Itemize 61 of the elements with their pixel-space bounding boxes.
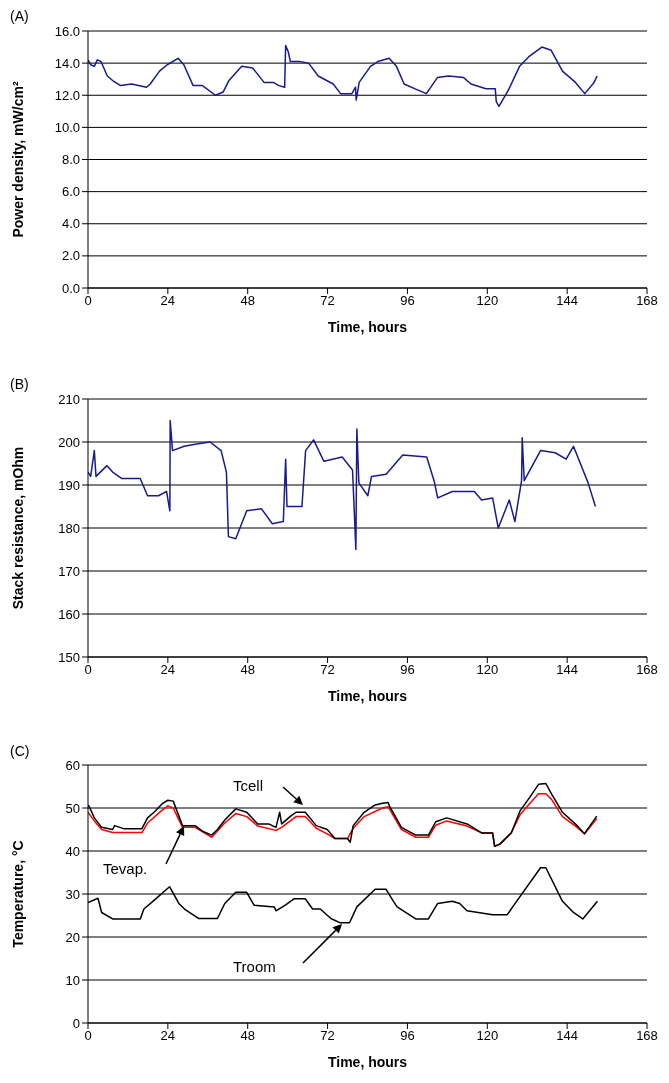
y-tick-label: 150 bbox=[58, 649, 80, 665]
x-tick-label: 24 bbox=[160, 1028, 176, 1044]
y-tick-label: 210 bbox=[58, 391, 80, 407]
y-tick-label: 200 bbox=[58, 434, 80, 450]
x-tick-label: 48 bbox=[240, 1028, 255, 1044]
y-axis-title: Stack resistance, mOhm bbox=[9, 446, 26, 610]
x-tick-label: 24 bbox=[160, 293, 176, 309]
x-tick-label: 168 bbox=[636, 293, 658, 309]
x-tick-label: 96 bbox=[400, 662, 415, 678]
chart-title: (B) bbox=[10, 376, 29, 392]
x-tick-label: 72 bbox=[320, 1028, 335, 1044]
y-tick-label: 160 bbox=[58, 606, 80, 622]
x-tick-label: 0 bbox=[84, 1028, 92, 1044]
x-axis-title: Time, hours bbox=[327, 688, 408, 704]
y-tick-label: 4.0 bbox=[61, 216, 80, 232]
y-tick-label: 14.0 bbox=[54, 55, 80, 71]
y-tick-label: 20 bbox=[65, 929, 80, 945]
x-tick-label: 48 bbox=[240, 662, 255, 678]
text: Troom bbox=[233, 957, 276, 975]
y-tick-label: 10 bbox=[65, 972, 80, 988]
x-tick-label: 144 bbox=[556, 662, 578, 678]
y-axis-title: Power density, mW/cm² bbox=[9, 81, 26, 238]
y-tick-label: 50 bbox=[65, 800, 80, 816]
x-tick-label: 144 bbox=[556, 1028, 578, 1044]
x-tick-label: 144 bbox=[556, 293, 578, 309]
x-axis-title: Time, hours bbox=[327, 1054, 408, 1070]
x-tick-label: 168 bbox=[636, 1028, 658, 1044]
x-tick-label: 72 bbox=[320, 293, 335, 309]
line-series bbox=[88, 44, 598, 108]
x-tick-label: 120 bbox=[476, 293, 499, 309]
y-tick-label: 40 bbox=[65, 843, 80, 859]
y-tick-label: 16.0 bbox=[54, 23, 80, 39]
x-tick-label: 0 bbox=[84, 293, 92, 309]
x-tick-label: 48 bbox=[240, 293, 255, 309]
y-tick-label: 8.0 bbox=[61, 152, 80, 168]
y-tick-label: 10.0 bbox=[54, 119, 80, 135]
chart-title: (A) bbox=[10, 8, 29, 24]
series-label: Tevap. bbox=[103, 859, 148, 877]
y-axis-title: Temperature, °C bbox=[9, 840, 26, 948]
legend-label: Tcell bbox=[233, 776, 264, 794]
x-tick-label: 168 bbox=[636, 662, 658, 678]
line-series bbox=[88, 419, 597, 551]
x-tick-label: 72 bbox=[320, 662, 335, 678]
x-tick-label: 96 bbox=[400, 293, 415, 309]
y-tick-label: 0 bbox=[72, 1015, 80, 1031]
x-tick-label: 120 bbox=[476, 1028, 499, 1044]
x-tick-label: 120 bbox=[476, 662, 499, 678]
y-tick-label: 190 bbox=[58, 477, 80, 493]
y-tick-label: 180 bbox=[58, 520, 80, 536]
x-tick-label: 24 bbox=[160, 662, 176, 678]
x-tick-label: 0 bbox=[84, 662, 92, 678]
y-tick-label: 12.0 bbox=[54, 87, 80, 103]
y-tick-label: 6.0 bbox=[61, 184, 80, 200]
x-tick-label: 96 bbox=[400, 1028, 415, 1044]
y-tick-label: 30 bbox=[65, 886, 80, 902]
y-tick-label: 170 bbox=[58, 563, 80, 579]
y-tick-label: 60 bbox=[65, 757, 80, 773]
y-tick-label: 2.0 bbox=[61, 248, 80, 264]
y-tick-label: 0.0 bbox=[61, 280, 80, 296]
chart-title: (C) bbox=[10, 743, 30, 759]
x-axis-title: Time, hours bbox=[327, 319, 408, 335]
